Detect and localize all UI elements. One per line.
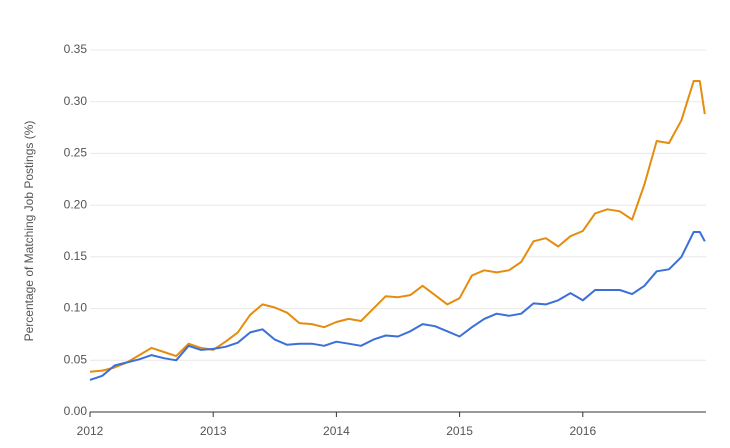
x-tick-label: 2016 [569, 424, 596, 438]
y-tick-label: 0.30 [64, 94, 88, 108]
series-line [89, 80, 706, 373]
y-tick-label: 0.15 [64, 249, 88, 263]
y-axis-label: Percentage of Matching Job Postings (%) [22, 121, 36, 342]
y-tick-label: 0.25 [64, 146, 88, 160]
y-tick-label: 0.00 [64, 404, 88, 418]
x-tick-label: 2012 [77, 424, 104, 438]
x-tick-label: 2013 [200, 424, 227, 438]
y-tick-label: 0.35 [64, 42, 88, 56]
y-tick-label: 0.05 [64, 352, 88, 366]
series-line [89, 231, 706, 381]
y-tick-label: 0.20 [64, 197, 88, 211]
x-tick-label: 2014 [323, 424, 350, 438]
y-tick-label: 0.10 [64, 301, 88, 315]
x-tick-label: 2015 [446, 424, 473, 438]
